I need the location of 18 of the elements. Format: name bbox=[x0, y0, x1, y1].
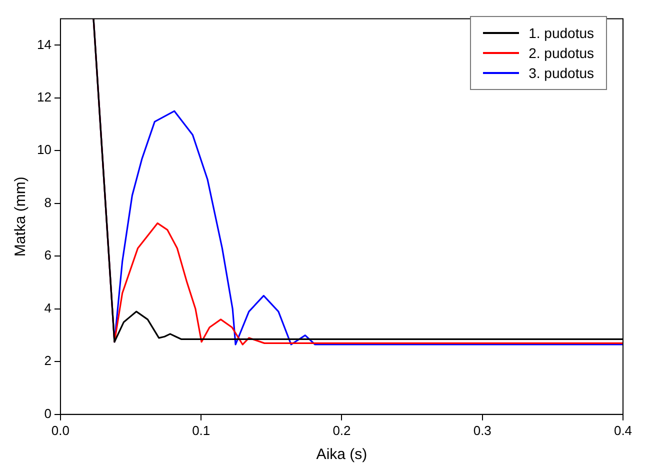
legend-label: 3. pudotus bbox=[528, 64, 594, 83]
y-tick-label: 12 bbox=[36, 90, 52, 104]
x-tick-label: 0.3 bbox=[473, 422, 492, 438]
y-tick-label: 4 bbox=[44, 300, 52, 316]
y-tick-label: 6 bbox=[44, 248, 52, 263]
y-tick-label: 0 bbox=[44, 406, 52, 421]
y-tick-label: 2 bbox=[44, 353, 52, 368]
x-tick-label: 0.2 bbox=[332, 422, 351, 438]
x-tick-label: 0.0 bbox=[51, 422, 70, 438]
y-tick-label: 14 bbox=[36, 36, 52, 52]
x-tick-label: 0.1 bbox=[192, 422, 210, 438]
y-tick-label: 10 bbox=[36, 142, 52, 158]
legend-label: 1. pudotus bbox=[528, 24, 594, 43]
legend-label: 2. pudotus bbox=[528, 44, 594, 63]
y-tick-label: 8 bbox=[44, 194, 52, 210]
x-tick-label: 0.4 bbox=[614, 422, 632, 438]
x-axis-title: Aika (s) bbox=[316, 446, 368, 464]
y-axis-title: Matka (mm) bbox=[12, 176, 30, 257]
